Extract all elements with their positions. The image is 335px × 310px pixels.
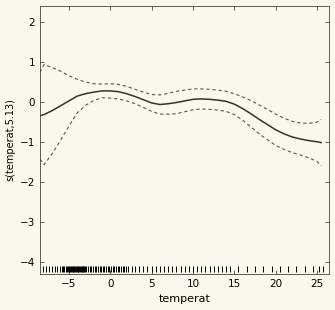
X-axis label: temperat: temperat (159, 294, 211, 304)
Y-axis label: s(temperat,5.13): s(temperat,5.13) (6, 98, 15, 181)
